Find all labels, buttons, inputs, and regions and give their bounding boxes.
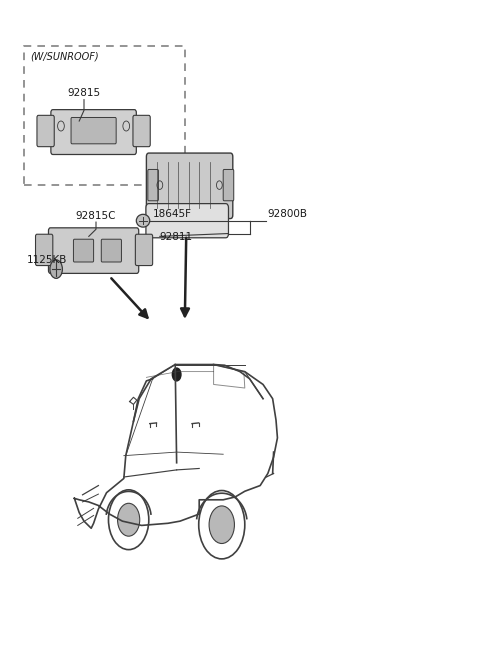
FancyBboxPatch shape: [73, 239, 94, 262]
Ellipse shape: [136, 214, 150, 227]
FancyBboxPatch shape: [148, 170, 158, 201]
Bar: [24, 47, 185, 185]
Text: 92815: 92815: [67, 88, 101, 98]
Circle shape: [118, 503, 140, 536]
FancyBboxPatch shape: [146, 204, 228, 238]
FancyBboxPatch shape: [146, 153, 233, 219]
FancyBboxPatch shape: [133, 115, 150, 147]
FancyBboxPatch shape: [51, 109, 136, 155]
Circle shape: [50, 260, 62, 278]
Text: 92815C: 92815C: [76, 211, 116, 221]
Text: 18645F: 18645F: [153, 210, 192, 219]
FancyBboxPatch shape: [37, 115, 54, 147]
Text: 1125KB: 1125KB: [26, 255, 67, 265]
Text: 92811: 92811: [160, 232, 193, 242]
Circle shape: [209, 506, 234, 544]
FancyBboxPatch shape: [71, 117, 116, 144]
FancyBboxPatch shape: [135, 234, 153, 265]
Text: (W/SUNROOF): (W/SUNROOF): [30, 51, 98, 62]
FancyBboxPatch shape: [48, 228, 139, 273]
FancyBboxPatch shape: [36, 234, 53, 265]
FancyBboxPatch shape: [101, 239, 121, 262]
Text: 92800B: 92800B: [268, 210, 308, 219]
Circle shape: [172, 368, 181, 381]
FancyBboxPatch shape: [223, 170, 234, 201]
